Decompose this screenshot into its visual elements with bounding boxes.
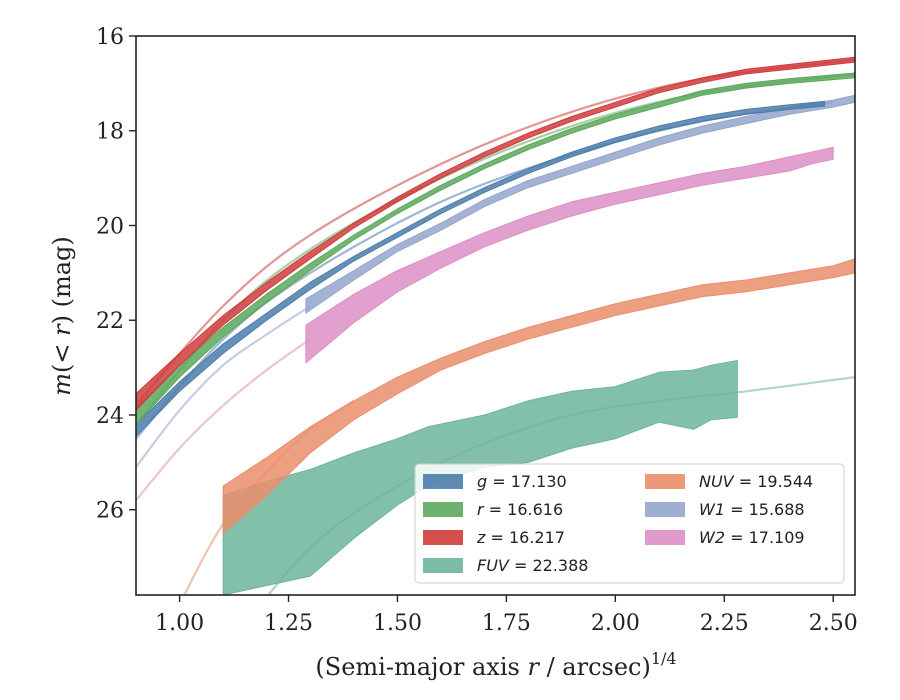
y-axis-title: m(< r) (mag): [48, 236, 76, 396]
y-tick-label: 20: [96, 214, 124, 239]
band-w1: [305, 94, 855, 314]
extrapolated-curve-w2: [136, 338, 311, 502]
band-z: [136, 56, 855, 411]
legend-swatch-w2: [645, 530, 685, 545]
legend-swatch-fuv: [423, 558, 463, 573]
legend-label-g: g = 17.130: [477, 472, 567, 491]
legend-label-nuv: NUV = 19.544: [699, 472, 813, 491]
x-tick-label: 1.50: [373, 611, 422, 636]
legend-swatch-nuv: [645, 474, 685, 489]
y-tick-label: 24: [96, 404, 124, 429]
y-tick-label: 22: [96, 309, 124, 334]
x-tick-label: 2.50: [809, 611, 858, 636]
y-axis-ticks: 16 18 20 22 24 26: [96, 25, 136, 524]
legend-label-z: z = 16.217: [476, 528, 565, 547]
x-tick-label: 2.00: [591, 611, 640, 636]
x-tick-label: 2.25: [700, 611, 749, 636]
legend-box: [414, 463, 845, 584]
y-tick-label: 16: [96, 25, 124, 50]
x-tick-label: 1.25: [264, 611, 313, 636]
x-axis-title: (Semi-major axis r / arcsec)1/4: [315, 649, 676, 681]
legend-label-r: r = 16.616: [477, 500, 563, 519]
profile-bands: [136, 56, 855, 595]
band-g: [136, 100, 825, 437]
legend-swatch-z: [423, 530, 463, 545]
x-tick-label: 1.75: [482, 611, 531, 636]
band-nuv: [222, 258, 855, 534]
x-axis-ticks: 1.00 1.25 1.50 1.75 2.00 2.25 2.50: [155, 595, 858, 636]
band-fuv: [222, 360, 738, 595]
x-tick-label: 1.00: [155, 611, 204, 636]
extrapolated-curve-w1: [136, 305, 311, 468]
legend-label-fuv: FUV = 22.388: [477, 556, 588, 575]
plot-frame: [135, 35, 856, 596]
band-w2: [305, 146, 834, 364]
legend: g = 17.130 r = 16.616 z = 16.217 FUV = 22.3…: [414, 463, 845, 584]
y-tick-label: 26: [96, 499, 124, 524]
legend-swatch-w1: [645, 502, 685, 517]
legend-label-w1: W1 = 15.688: [699, 500, 805, 519]
band-r: [136, 72, 855, 425]
legend-swatch-g: [423, 474, 463, 489]
legend-swatch-r: [423, 502, 463, 517]
y-tick-label: 18: [96, 120, 124, 145]
legend-label-w2: W2 = 17.109: [699, 528, 805, 547]
